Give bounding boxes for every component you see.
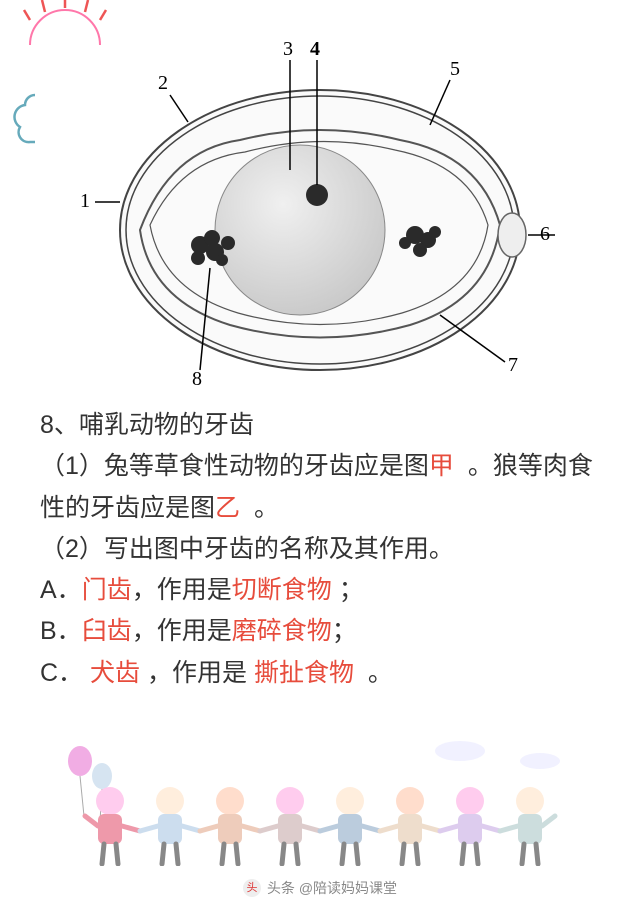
diagram-label-3: 3 xyxy=(283,38,293,61)
q1-end: 。 xyxy=(254,494,279,522)
diagram-label-5: 5 xyxy=(450,58,460,81)
diagram-label-6: 6 xyxy=(540,223,550,246)
a-func: 切断食物 xyxy=(232,576,332,604)
diagram-label-2: 2 xyxy=(158,72,168,95)
watermark-logo-icon: 头 xyxy=(243,879,261,897)
q1-ans1: 甲 xyxy=(429,452,454,480)
a-term: 门齿 xyxy=(82,576,132,604)
c-end: 。 xyxy=(368,659,393,687)
question-header: 8、哺乳动物的牙齿 xyxy=(40,405,600,446)
option-c: C． 犬齿 ，作用是 撕扯食物 。 xyxy=(40,653,600,694)
b-term: 臼齿 xyxy=(82,617,132,645)
option-a: A．门齿，作用是切断食物 ； xyxy=(40,570,600,611)
q1-prefix: （1）兔等草食性动物的牙齿应是图 xyxy=(40,452,429,480)
b-mid: ，作用是 xyxy=(132,617,232,645)
c-term: 犬齿 xyxy=(90,659,140,687)
question-part2: （2）写出图中牙齿的名称及其作用。 xyxy=(40,529,600,570)
a-end: ； xyxy=(339,576,364,604)
question-part1: （1）兔等草食性动物的牙齿应是图甲 。狼等肉食性的牙齿应是图乙 。 xyxy=(40,446,600,529)
option-b: B．臼齿，作用是磨碎食物； xyxy=(40,611,600,652)
a-label: A． xyxy=(40,576,82,604)
c-func: 撕扯食物 xyxy=(254,659,354,687)
c-label: C． xyxy=(40,659,83,687)
q1-ans2: 乙 xyxy=(215,494,240,522)
question-block: 8、哺乳动物的牙齿 （1）兔等草食性动物的牙齿应是图甲 。狼等肉食性的牙齿应是图… xyxy=(40,405,600,694)
cloud-decoration xyxy=(5,85,40,160)
c-mid: ，作用是 xyxy=(147,659,247,687)
b-label: B． xyxy=(40,617,82,645)
watermark: 头 头条 @陪读妈妈课堂 xyxy=(0,878,640,898)
footer-children-illustration xyxy=(60,736,580,866)
a-mid: ，作用是 xyxy=(132,576,232,604)
diagram-label-1: 1 xyxy=(80,190,90,213)
b-end: ； xyxy=(332,617,357,645)
b-func: 磨碎食物 xyxy=(232,617,332,645)
cell-diagram: 1 2 3 4 5 6 7 8 xyxy=(80,40,560,390)
watermark-text: 头条 @陪读妈妈课堂 xyxy=(267,878,397,898)
diagram-label-4: 4 xyxy=(310,38,320,61)
diagram-label-8: 8 xyxy=(192,368,202,391)
diagram-label-7: 7 xyxy=(508,354,518,377)
